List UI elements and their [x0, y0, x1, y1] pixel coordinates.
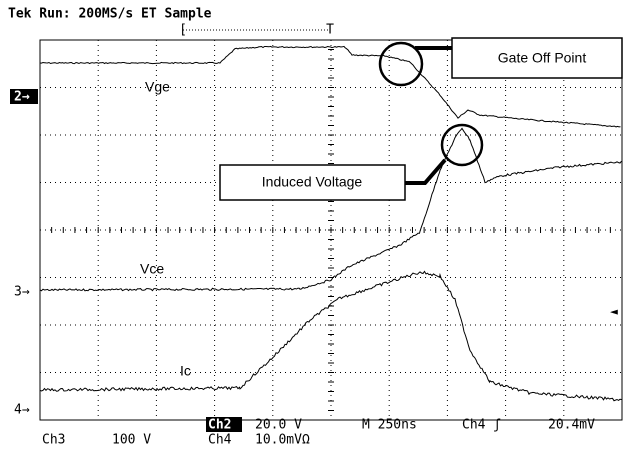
footer-ch4-scale: 10.0mVΩ — [255, 433, 310, 448]
footer-trigger-level: 20.4mV — [548, 418, 595, 433]
footer-timebase: M 250ns — [362, 418, 417, 433]
vge-trace — [39, 45, 621, 128]
induced-box — [219, 164, 406, 201]
footer-ch3-scale: 100 V — [112, 433, 151, 448]
ch4-marker: 4→ — [14, 403, 30, 418]
gate-off-box — [451, 37, 623, 79]
induced-leader — [405, 158, 447, 185]
ch2-marker: 2→ — [14, 90, 30, 105]
vce-label: Vce — [140, 261, 164, 277]
ic-label: Ic — [180, 363, 191, 379]
header-title: Tek Run: 200MS/s ET Sample — [8, 7, 212, 22]
footer-ch2-scale: 20.0 V — [255, 418, 302, 433]
induced-text: Induced Voltage — [262, 174, 363, 190]
ch2-footer-bg — [206, 417, 242, 432]
level-marker: ◄ — [610, 305, 618, 320]
footer-ch2: Ch2 — [208, 418, 231, 433]
trigger-marker: T — [326, 23, 334, 38]
gate-off-circle — [378, 41, 424, 87]
grid — [39, 39, 623, 421]
footer-trigger-src: Ch4 ʃ — [462, 418, 501, 433]
vge-label: Vge — [145, 79, 170, 95]
induced-circle — [440, 123, 484, 167]
ch3-marker: 3→ — [14, 285, 30, 300]
vce-trace — [39, 127, 622, 292]
trigger-left: [ — [179, 23, 187, 38]
footer-ch3: Ch3 — [42, 433, 65, 448]
footer-ch4: Ch4 — [208, 433, 232, 448]
ch2-marker-bg — [10, 89, 38, 104]
traces — [39, 45, 622, 402]
gate-off-text: Gate Off Point — [498, 50, 587, 66]
ic-trace — [39, 270, 622, 402]
